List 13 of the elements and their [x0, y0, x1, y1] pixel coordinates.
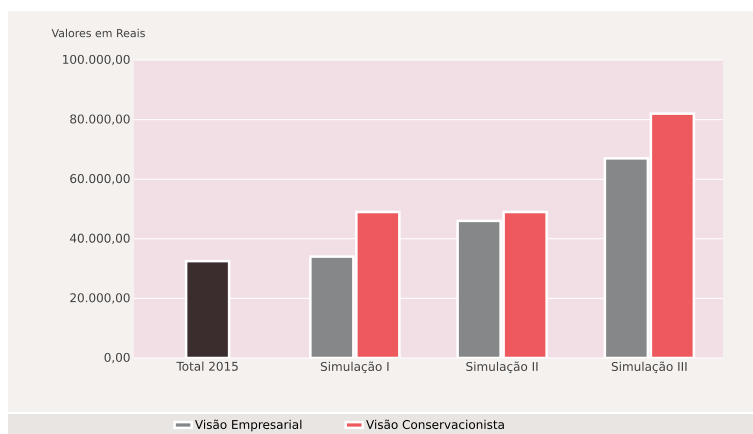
y-axis-title: Valores em Reais: [52, 28, 145, 38]
y-tick-label: 40.000,00: [70, 233, 130, 244]
x-tick-label: Total 2015: [176, 361, 238, 371]
x-tick-label: Simulação II: [466, 361, 538, 373]
y-tick-label: 20.000,00: [70, 293, 130, 304]
x-tick-label: Simulação III: [612, 361, 687, 373]
legend-label: Visão Conservacionista: [366, 419, 504, 429]
legend-label: Visão Empresarial: [195, 419, 302, 432]
y-tick-label: 100.000,00: [63, 54, 130, 65]
y-tick-label: 60.000,00: [70, 174, 130, 184]
y-tick-label: 80.000,00: [70, 114, 130, 125]
y-tick-label: 0,00: [104, 352, 130, 363]
x-tick-label: Simulação I: [320, 361, 388, 373]
